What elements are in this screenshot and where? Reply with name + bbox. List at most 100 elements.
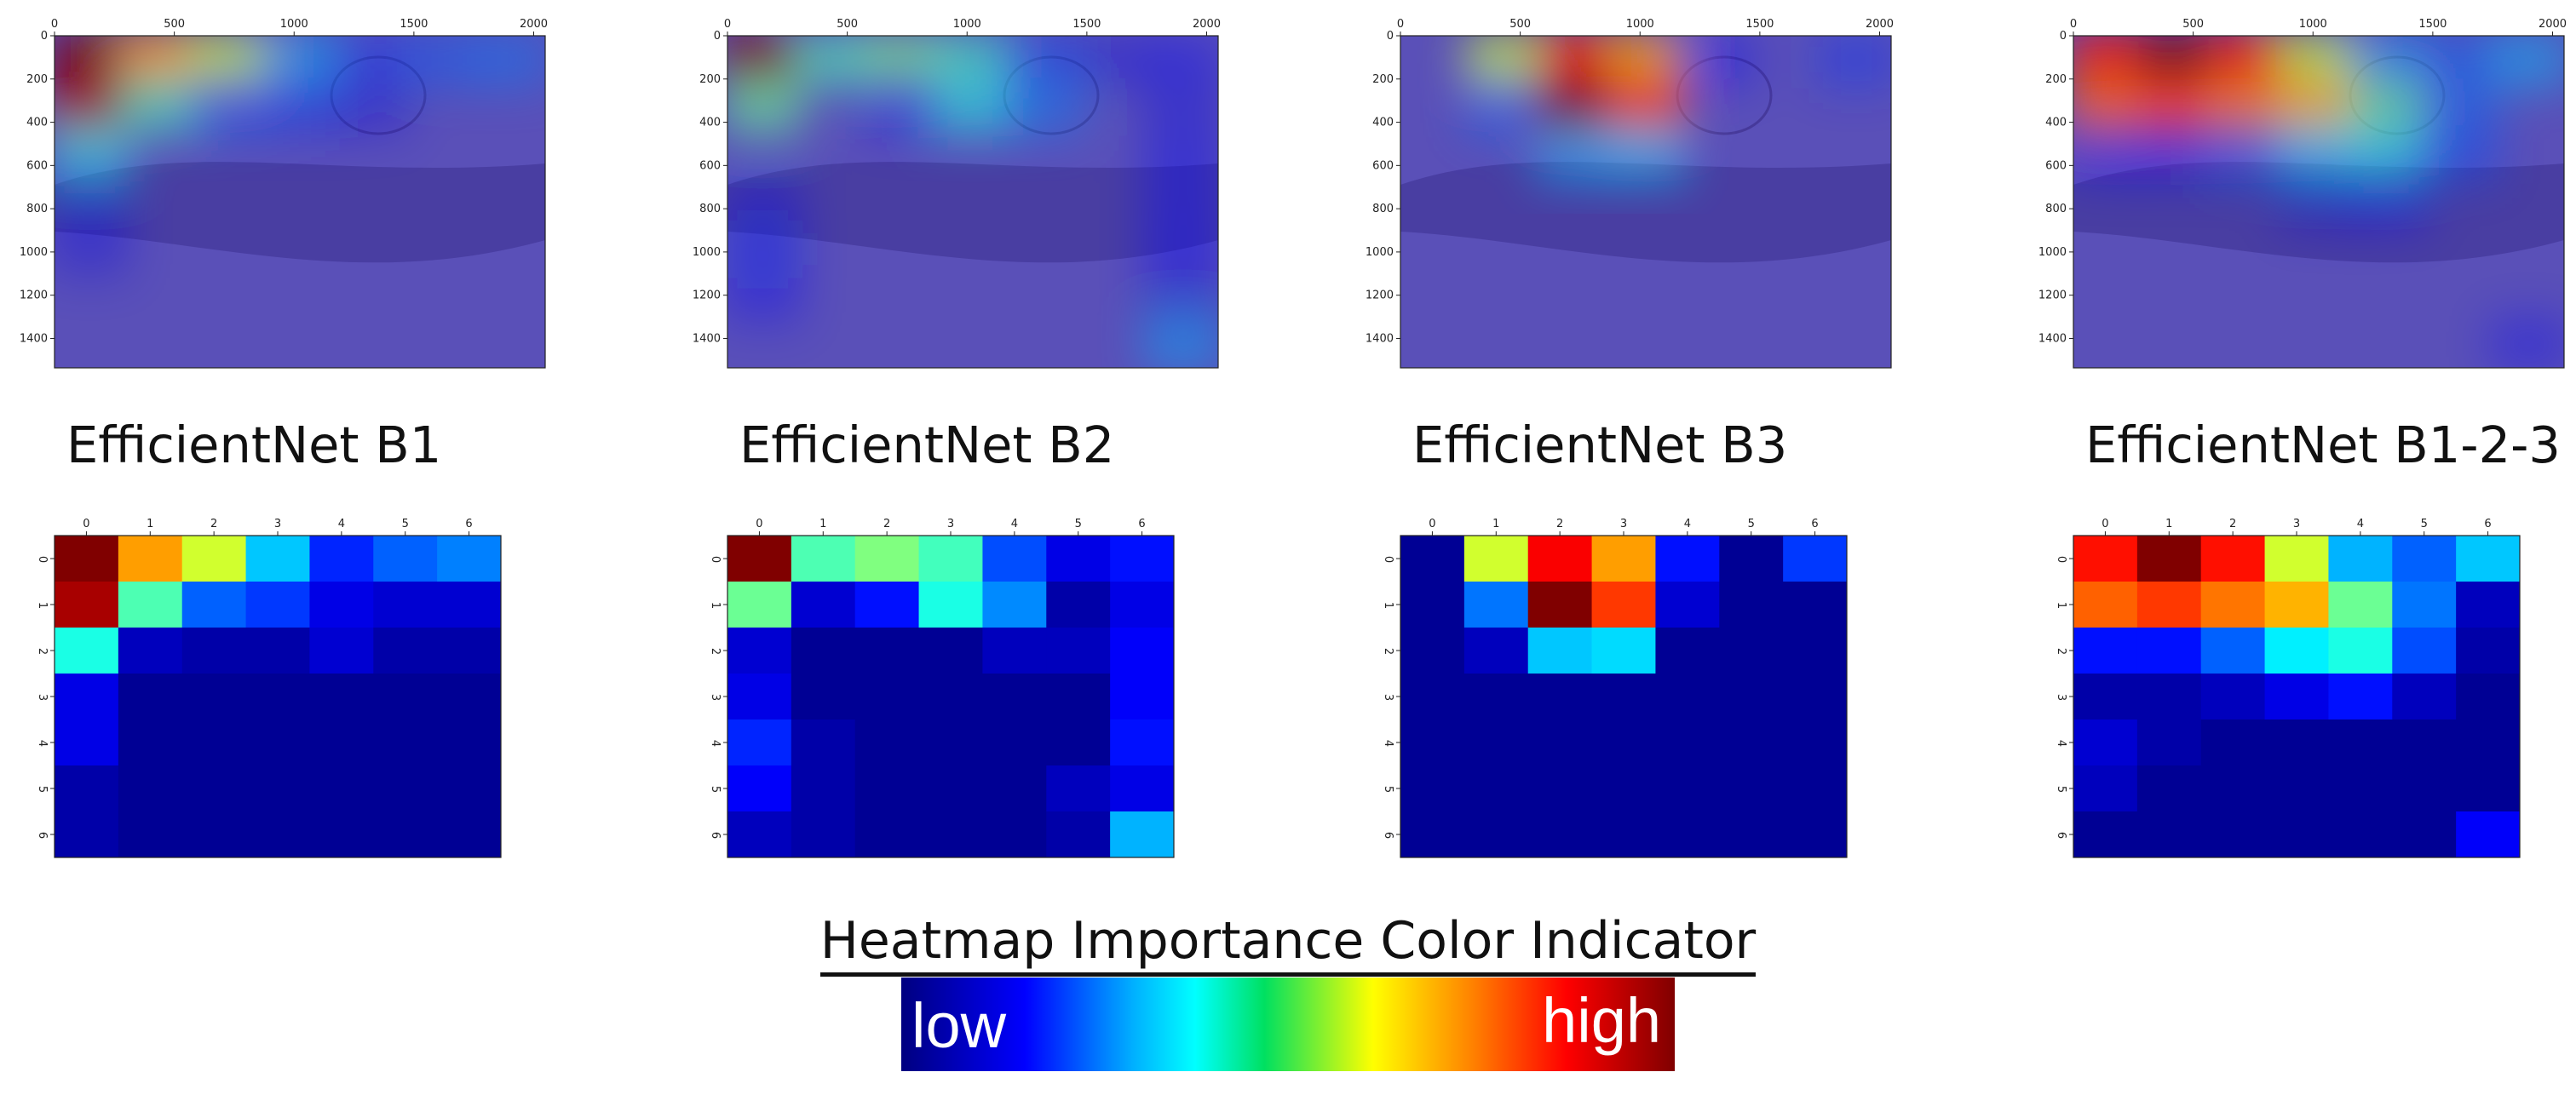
heatmap-cell [181, 811, 247, 858]
y-tick-label: 3 [2055, 694, 2067, 701]
x-tick-label: 0 [756, 518, 762, 530]
y-tick-label: 2 [709, 648, 722, 655]
y-tick-label: 2 [1382, 648, 1394, 655]
activation-blob [2138, 125, 2219, 184]
heatmap-cell [1527, 719, 1593, 766]
heatmap-cell [181, 765, 247, 812]
heatmap-cell [1527, 582, 1593, 628]
heatmap-cell [2456, 674, 2521, 720]
x-tick-label: 500 [1509, 18, 1531, 31]
heatmap-cell [791, 811, 856, 858]
heatmap-cell [791, 582, 856, 628]
x-tick-label: 3 [2293, 518, 2300, 530]
heatmap-cell [245, 674, 310, 720]
activation-blob [2488, 315, 2564, 368]
x-tick-label: 2000 [1193, 18, 1221, 31]
x-tick-label: 5 [402, 518, 409, 530]
x-tick-label: 6 [2484, 518, 2491, 530]
heatmap-cell [2136, 582, 2202, 628]
heatmap-cell [791, 536, 856, 582]
y-tick-label: 1000 [20, 246, 48, 259]
model-title: EfficientNet B1 [66, 416, 442, 474]
y-tick-label: 1000 [1366, 246, 1394, 259]
y-tick-label: 600 [699, 159, 721, 172]
heatmap-cell [2136, 765, 2202, 812]
heatmap-cell [2073, 765, 2138, 812]
heatmap-cell [982, 719, 1047, 766]
heatmap-cell [373, 536, 438, 582]
heatmap-cell [2328, 582, 2393, 628]
heatmap-cell [437, 765, 502, 812]
heatmap-cell [727, 765, 792, 812]
heatmap-cell [1110, 811, 1175, 858]
y-tick-label: 5 [1382, 786, 1394, 793]
heatmap-cell [2264, 719, 2329, 766]
heatmap-cell [1655, 719, 1720, 766]
heatmap-cell [118, 765, 183, 812]
activation-blob [2208, 125, 2289, 184]
heatmap-cell [1463, 628, 1529, 674]
grid-heatmap: 0 1 2 3 4 5 6 0 1 2 3 4 5 6 [709, 518, 1175, 858]
activation-blob [1815, 36, 1891, 89]
heatmap-cell [2200, 719, 2266, 766]
heatmap-cell [2392, 674, 2457, 720]
heatmap-cell [1655, 811, 1720, 858]
heatmap-cell [437, 719, 502, 766]
heatmap-cell [2456, 628, 2521, 674]
y-tick-label: 6 [2055, 832, 2067, 839]
heatmap-cell [1463, 765, 1529, 812]
x-tick-label: 0 [2102, 518, 2108, 530]
heatmap-cell [2264, 765, 2329, 812]
colorbar-low-label: low [911, 990, 1007, 1061]
y-tick-label: 1400 [2038, 332, 2067, 345]
heatmap-cell [791, 719, 856, 766]
heatmap-cell [2328, 811, 2393, 858]
heatmap-cell [1463, 719, 1529, 766]
activation-blob [1465, 77, 1546, 136]
y-tick-label: 800 [699, 203, 721, 215]
heatmap-cell [373, 582, 438, 628]
heatmap-cell [791, 765, 856, 812]
heatmap-cell [55, 765, 119, 812]
grid-heatmap: 0 1 2 3 4 5 6 0 1 2 3 4 5 6 [1382, 518, 1848, 858]
x-tick-label: 4 [2357, 518, 2364, 530]
y-tick-label: 1200 [693, 290, 721, 302]
y-tick-label: 800 [1372, 203, 1394, 215]
x-tick-label: 0 [51, 18, 58, 31]
x-tick-label: 1500 [1745, 18, 1774, 31]
heatmap-cell [2328, 674, 2393, 720]
heatmap-cell [2456, 765, 2521, 812]
y-tick-label: 2 [2055, 648, 2067, 655]
x-tick-label: 500 [164, 18, 185, 31]
heatmap-cell [2200, 628, 2266, 674]
y-tick-label: 3 [1382, 694, 1394, 701]
heatmap-cell [1719, 536, 1784, 582]
y-tick-label: 200 [26, 73, 48, 86]
heatmap-cell [2456, 582, 2521, 628]
heatmap-cell [2392, 536, 2457, 582]
x-tick-label: 1 [1492, 518, 1499, 530]
overlay-heatmap: 0 500 1000 1500 2000 0 200 400 600 800 1000 1200 140… [1366, 18, 1894, 369]
activation-overlay [727, 36, 1218, 368]
x-tick-label: 6 [465, 518, 472, 530]
activation-blob [469, 36, 545, 89]
heatmap-cell [1046, 719, 1111, 766]
heatmap-cell [854, 719, 920, 766]
heatmap-cell [55, 719, 119, 766]
heatmap-cell [1527, 811, 1593, 858]
heatmap-cell [309, 628, 374, 674]
y-tick-label: 6 [709, 832, 722, 839]
grid-heatmap: 0 1 2 3 4 5 6 0 1 2 3 4 5 6 [2055, 518, 2521, 858]
heatmap-cell [1719, 719, 1784, 766]
overlay-heatmap: 0 500 1000 1500 2000 0 200 400 600 800 1000 1200 140… [2038, 18, 2567, 369]
y-tick-label: 0 [714, 30, 721, 43]
y-tick-label: 200 [1372, 73, 1394, 86]
model-title: EfficientNet B1-2-3 [2085, 416, 2561, 474]
heatmap-cell [1719, 628, 1784, 674]
heatmap-cell [118, 719, 183, 766]
heatmap-cell [854, 674, 920, 720]
y-tick-label: 4 [1382, 740, 1394, 747]
x-tick-label: 2000 [2539, 18, 2567, 31]
heatmap-cell [854, 765, 920, 812]
heatmap-cell [373, 628, 438, 674]
